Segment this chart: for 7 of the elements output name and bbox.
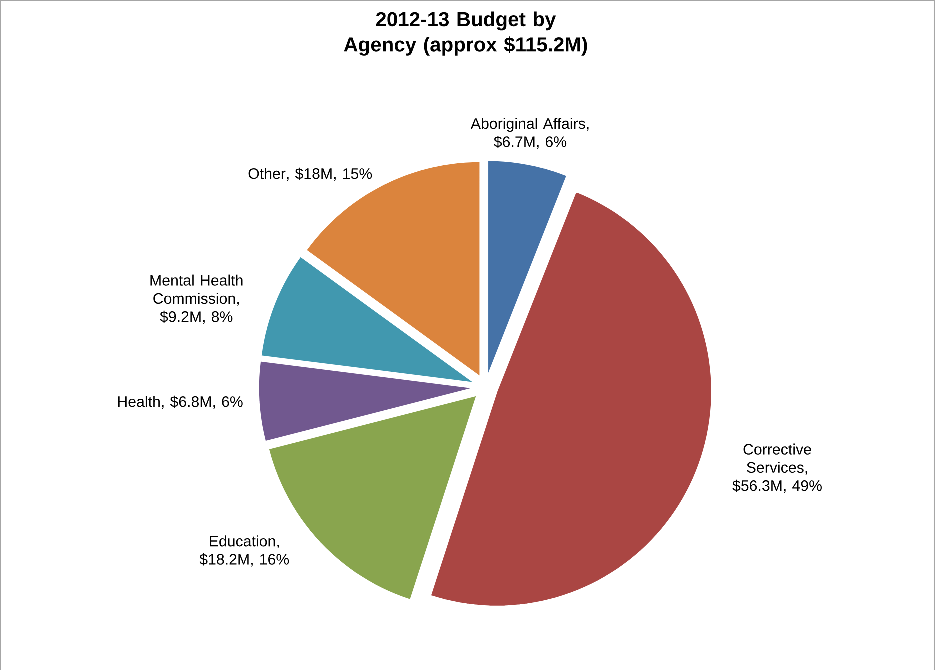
slice-label: Education [210,536,276,547]
data-label: , $56.3M, 49% [732,472,822,494]
slice-label: Health [118,396,160,408]
data-label: , $6.8M, 6% [162,396,243,410]
chart-title: 2012-13 Budget by Agency (approx $115.2M) [344,12,588,56]
data-label: , $18M, 15% [287,168,372,182]
slice-label: Other [248,168,286,180]
